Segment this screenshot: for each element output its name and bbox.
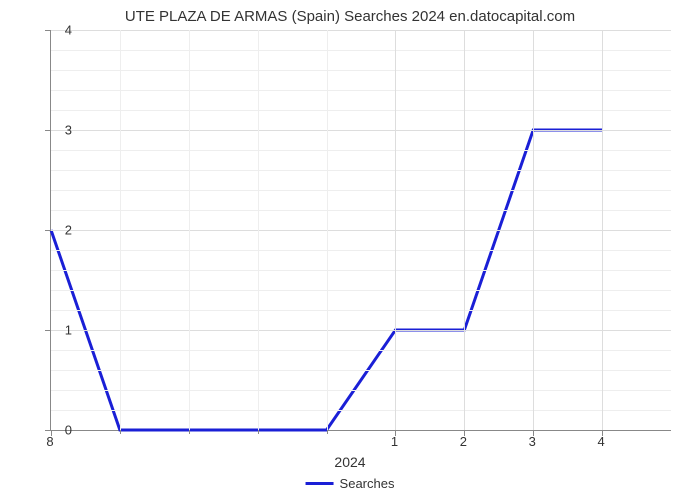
- minor-grid-h: [51, 270, 671, 271]
- minor-grid-h: [51, 190, 671, 191]
- grid-line-h: [51, 330, 671, 331]
- grid-line-h: [51, 130, 671, 131]
- y-axis-label: 1: [32, 323, 72, 338]
- legend-line-swatch: [306, 482, 334, 485]
- minor-grid-h: [51, 170, 671, 171]
- minor-grid-v: [327, 30, 328, 430]
- x-axis-label: 3: [529, 434, 536, 449]
- grid-line-v: [464, 30, 465, 430]
- chart-legend: Searches: [306, 476, 395, 491]
- x-axis-label: 2: [460, 434, 467, 449]
- minor-grid-h: [51, 390, 671, 391]
- chart-title: UTE PLAZA DE ARMAS (Spain) Searches 2024…: [0, 0, 700, 25]
- grid-line-v: [602, 30, 603, 430]
- grid-line-h: [51, 30, 671, 31]
- x-axis-title: 2024: [334, 454, 365, 470]
- grid-line-v: [533, 30, 534, 430]
- minor-grid-h: [51, 210, 671, 211]
- minor-grid-h: [51, 290, 671, 291]
- y-axis-label: 3: [32, 123, 72, 138]
- grid-line-h: [51, 230, 671, 231]
- legend-label: Searches: [340, 476, 395, 491]
- y-axis-label: 2: [32, 223, 72, 238]
- x-minor-tick: [189, 430, 190, 434]
- minor-grid-h: [51, 250, 671, 251]
- minor-grid-h: [51, 410, 671, 411]
- minor-grid-v: [258, 30, 259, 430]
- x-minor-tick: [327, 430, 328, 434]
- grid-line-v: [395, 30, 396, 430]
- minor-grid-h: [51, 310, 671, 311]
- minor-grid-h: [51, 350, 671, 351]
- minor-grid-h: [51, 70, 671, 71]
- x-axis-label: 4: [597, 434, 604, 449]
- minor-grid-h: [51, 110, 671, 111]
- minor-grid-v: [189, 30, 190, 430]
- minor-grid-h: [51, 370, 671, 371]
- minor-grid-h: [51, 50, 671, 51]
- y-axis-label: 4: [32, 23, 72, 38]
- minor-grid-h: [51, 150, 671, 151]
- minor-grid-v: [120, 30, 121, 430]
- x-minor-tick: [120, 430, 121, 434]
- chart-plot-area: [50, 30, 671, 431]
- minor-grid-h: [51, 90, 671, 91]
- x-axis-label: 1: [391, 434, 398, 449]
- x-axis-label: 8: [46, 434, 53, 449]
- x-minor-tick: [258, 430, 259, 434]
